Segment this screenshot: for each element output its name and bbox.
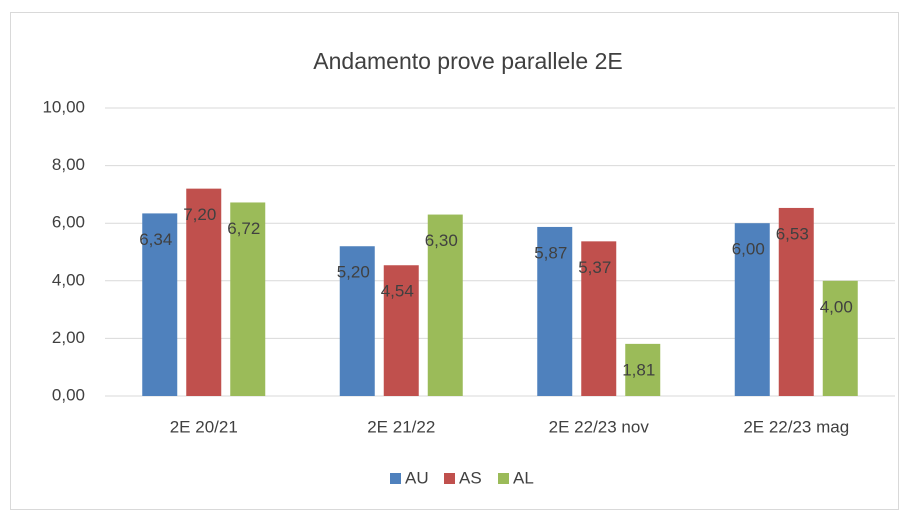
value-label: 5,87: [534, 243, 567, 262]
bar: [186, 188, 222, 396]
y-tick-label: 0,00: [52, 385, 85, 404]
value-label: 4,54: [381, 282, 414, 301]
y-tick-label: 4,00: [52, 270, 85, 289]
bar: [537, 226, 573, 396]
value-label: 6,53: [776, 224, 809, 243]
y-tick-label: 8,00: [52, 155, 85, 174]
value-label: 1,81: [622, 360, 655, 379]
y-tick-label: 10,00: [42, 97, 85, 116]
bar: [383, 265, 419, 396]
value-label: 5,37: [578, 258, 611, 277]
bar: [734, 223, 770, 396]
legend-swatch: [444, 473, 455, 484]
bar: [230, 202, 266, 396]
legend-swatch: [390, 473, 401, 484]
x-tick-label: 2E 22/23 nov: [549, 417, 650, 436]
chart-title: Andamento prove parallele 2E: [313, 48, 622, 74]
legend-swatch: [498, 473, 509, 484]
value-label: 6,00: [732, 240, 765, 259]
bar: [339, 246, 375, 396]
bar: [625, 343, 661, 396]
legend-label: AL: [513, 468, 534, 487]
legend-label: AU: [405, 468, 429, 487]
bar: [778, 207, 814, 396]
value-label: 5,20: [337, 263, 370, 282]
value-label: 6,34: [139, 230, 172, 249]
x-tick-label: 2E 22/23 mag: [743, 417, 849, 436]
bar: [142, 213, 178, 396]
x-tick-label: 2E 21/22: [367, 417, 435, 436]
y-tick-label: 6,00: [52, 213, 85, 232]
y-tick-label: 2,00: [52, 328, 85, 347]
value-label: 4,00: [820, 297, 853, 316]
legend-label: AS: [459, 468, 482, 487]
value-label: 7,20: [183, 205, 216, 224]
x-tick-label: 2E 20/21: [170, 417, 238, 436]
bar: [427, 214, 463, 396]
bar: [581, 241, 617, 396]
bar: [822, 280, 858, 396]
value-label: 6,30: [425, 231, 458, 250]
value-label: 6,72: [227, 219, 260, 238]
